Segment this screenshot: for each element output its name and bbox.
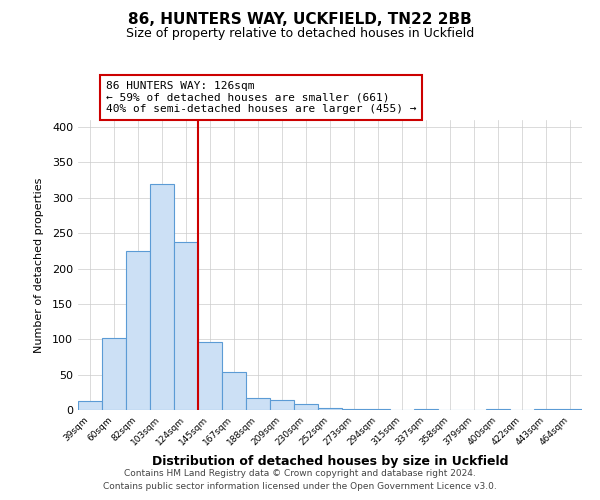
Bar (246, 398, 270, 410)
Bar (102, 338, 126, 410)
Bar (78, 401, 102, 410)
Bar (342, 408, 366, 410)
Bar (198, 342, 222, 410)
Text: Size of property relative to detached houses in Uckfield: Size of property relative to detached ho… (126, 28, 474, 40)
Text: Contains public sector information licensed under the Open Government Licence v3: Contains public sector information licen… (103, 482, 497, 491)
Bar (270, 400, 294, 410)
Bar (222, 372, 246, 410)
Bar (174, 242, 198, 410)
Bar (150, 184, 174, 410)
X-axis label: Distribution of detached houses by size in Uckfield: Distribution of detached houses by size … (152, 456, 508, 468)
Y-axis label: Number of detached properties: Number of detached properties (34, 178, 44, 352)
Bar (294, 404, 318, 410)
Text: 86 HUNTERS WAY: 126sqm
← 59% of detached houses are smaller (661)
40% of semi-de: 86 HUNTERS WAY: 126sqm ← 59% of detached… (106, 81, 416, 114)
Bar (126, 251, 150, 410)
Text: Contains HM Land Registry data © Crown copyright and database right 2024.: Contains HM Land Registry data © Crown c… (124, 468, 476, 477)
Bar (318, 408, 342, 410)
Text: 86, HUNTERS WAY, UCKFIELD, TN22 2BB: 86, HUNTERS WAY, UCKFIELD, TN22 2BB (128, 12, 472, 28)
